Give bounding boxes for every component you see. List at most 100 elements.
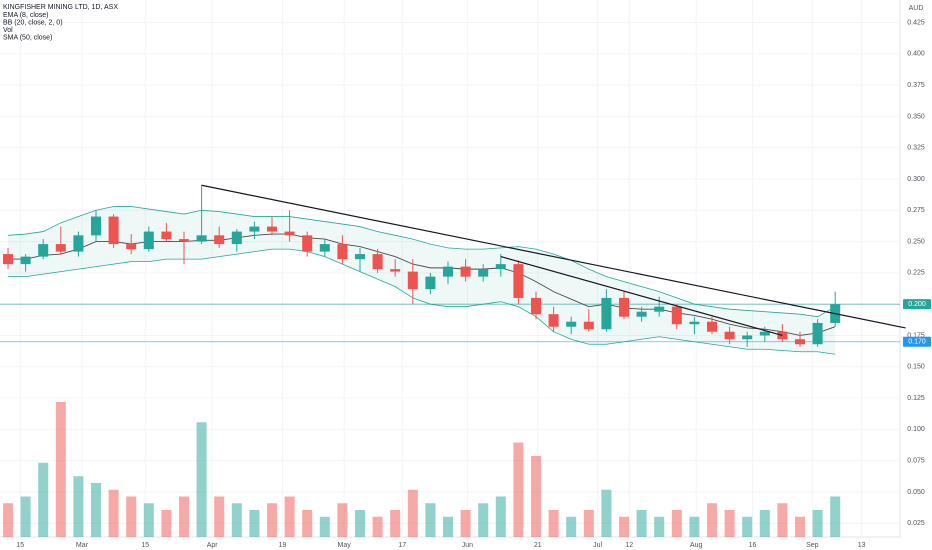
y-tick-label: 0.125 bbox=[907, 395, 925, 402]
candle-body bbox=[566, 321, 577, 327]
volume-bar bbox=[284, 496, 295, 537]
volume-bar bbox=[742, 516, 753, 537]
candle-body bbox=[126, 244, 137, 250]
candle-body bbox=[513, 264, 524, 298]
volume-bar bbox=[566, 516, 577, 537]
y-tick-label: 0.325 bbox=[907, 145, 925, 152]
volume-bar bbox=[443, 516, 453, 537]
volume-bar bbox=[302, 510, 313, 537]
volume-bar bbox=[91, 483, 101, 537]
candle-body bbox=[161, 231, 172, 240]
candle-body bbox=[91, 216, 101, 236]
x-tick-label: 15 bbox=[141, 542, 149, 549]
volume-bar bbox=[724, 510, 735, 537]
y-tick-label: 0.275 bbox=[907, 207, 925, 214]
volume-bar bbox=[812, 510, 823, 537]
legend: EMA (8, close)BB (20, close, 2, 0)VolSMA… bbox=[3, 12, 63, 42]
candle-body bbox=[443, 266, 453, 277]
x-tick-label: May bbox=[338, 542, 352, 549]
volume-bar bbox=[407, 489, 418, 537]
y-tick-label: 0.150 bbox=[907, 364, 925, 371]
volume-bar bbox=[777, 503, 788, 537]
volume-bar bbox=[795, 516, 805, 537]
candle-body bbox=[390, 269, 401, 272]
volume-bar bbox=[689, 516, 700, 537]
bb-upper bbox=[7, 206, 836, 318]
volume-bar bbox=[583, 510, 594, 537]
legend-entry: Vol bbox=[3, 27, 13, 34]
candle-body bbox=[337, 244, 348, 260]
candle-body bbox=[583, 321, 594, 330]
x-tick-label: Sep bbox=[806, 542, 819, 549]
volume-bar bbox=[337, 503, 348, 537]
candle-body bbox=[249, 226, 260, 232]
x-tick-label: 21 bbox=[534, 542, 542, 549]
candle-body bbox=[636, 311, 647, 317]
volume-bar bbox=[355, 510, 365, 537]
last-price-label: 0.200 bbox=[908, 301, 926, 308]
legend-entry: SMA (50, close) bbox=[3, 34, 52, 41]
volume-bar bbox=[372, 516, 383, 537]
volume-bar bbox=[55, 402, 66, 537]
bb-lower bbox=[8, 248, 836, 355]
x-tick-label: 13 bbox=[858, 542, 866, 549]
volume-bar bbox=[161, 510, 172, 537]
candle-body bbox=[55, 244, 66, 252]
volume-bar bbox=[20, 496, 31, 537]
candle-body bbox=[495, 264, 506, 270]
candle-body bbox=[179, 239, 189, 242]
candle-body bbox=[143, 231, 154, 250]
candle-body bbox=[372, 254, 383, 270]
volume-bar bbox=[249, 510, 260, 537]
volume-bar bbox=[214, 496, 225, 537]
volume-bar bbox=[636, 510, 647, 537]
volume-bar bbox=[179, 496, 189, 537]
volume-bar bbox=[531, 456, 541, 537]
candle-body bbox=[742, 335, 753, 340]
candle-body bbox=[707, 321, 717, 332]
candle-body bbox=[231, 231, 242, 245]
y-tick-label: 0.300 bbox=[907, 176, 925, 183]
y-tick-label: 0.425 bbox=[907, 19, 925, 26]
y-tick-label: 0.225 bbox=[907, 270, 925, 277]
candle-body bbox=[795, 339, 805, 345]
y-tick-label: 0.050 bbox=[907, 489, 925, 496]
volume-bar bbox=[143, 503, 154, 537]
candle-body bbox=[812, 322, 823, 345]
trendline bbox=[500, 256, 783, 337]
volume-bar bbox=[671, 510, 682, 537]
candle-body bbox=[38, 244, 49, 257]
y-tick-label: 0.025 bbox=[907, 520, 925, 527]
candle-body bbox=[407, 271, 418, 290]
candle-body bbox=[355, 254, 365, 260]
candle-body bbox=[108, 216, 119, 245]
y-tick-label: 0.250 bbox=[907, 238, 925, 245]
last-price-tag bbox=[903, 299, 931, 310]
volume-bar bbox=[425, 503, 436, 537]
candle-body bbox=[302, 235, 313, 252]
plot bbox=[0, 184, 906, 537]
volume-bar bbox=[830, 496, 841, 537]
trendline bbox=[201, 184, 906, 329]
axis: 0.025 0.050 0.075 0.100 0.125 0.150 0.175 0.200… bbox=[16, 19, 931, 549]
chart-title: KINGFISHER MINING LTD, 1D, ASX bbox=[3, 4, 118, 11]
volume-bar bbox=[231, 503, 242, 537]
volume-bar bbox=[390, 510, 401, 537]
x-tick-label: Apr bbox=[207, 542, 219, 549]
x-tick-label: Jun bbox=[462, 542, 473, 549]
y-tick-label: 0.100 bbox=[907, 426, 925, 433]
x-tick-label: 16 bbox=[749, 542, 757, 549]
volume-bar bbox=[654, 516, 665, 537]
volume-bar bbox=[759, 510, 770, 537]
candle-body bbox=[267, 226, 277, 232]
volume-bar bbox=[460, 510, 471, 537]
volume-bar bbox=[319, 516, 330, 537]
volume-bar bbox=[513, 442, 524, 537]
price-line-tag bbox=[903, 336, 931, 347]
volume-bar bbox=[73, 476, 84, 537]
volume-bar bbox=[601, 489, 612, 537]
volume-bar bbox=[707, 503, 717, 537]
y-tick-label: 0.350 bbox=[907, 113, 925, 120]
